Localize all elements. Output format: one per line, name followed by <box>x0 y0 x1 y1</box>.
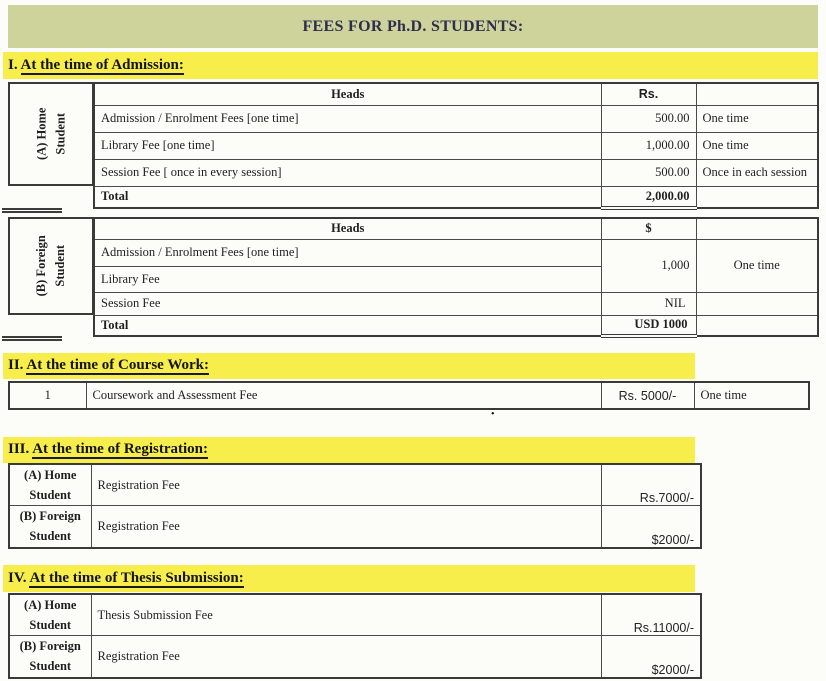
fee-amount-cell: Rs.11000/- <box>600 593 702 636</box>
fee-amount-cell: Rs. 5000/- <box>600 381 695 410</box>
group-label-line2: Student <box>53 245 67 287</box>
student-type-line2: Student <box>29 488 72 502</box>
student-type-line1: (B) Foreign <box>19 509 81 524</box>
total-amount-cell: 2,000.00 <box>600 185 697 210</box>
table-row: Heads Rs. <box>93 82 819 106</box>
fee-note-cell: One time <box>695 104 819 133</box>
table-row: (A) Home Student Registration Fee Rs.700… <box>8 463 702 506</box>
table-row: Library Fee [one time] 1,000.00 One time <box>93 131 819 160</box>
fee-head-cell: Admission / Enrolment Fees [one time] <box>93 104 602 133</box>
foreign-student-group-label: (B) Foreign Student <box>32 235 70 296</box>
fee-note-merged-cell: One time <box>695 238 819 293</box>
fee-head-cell: Registration Fee <box>90 635 602 678</box>
table-row: Total 2,000.00 <box>93 185 819 210</box>
foreign-student-group-cell: (B) Foreign Student <box>8 217 94 315</box>
fee-head-cell: Library Fee <box>93 265 602 293</box>
home-student-group-cell: (A) Home Student <box>8 82 94 186</box>
thesis-submission-fees-table: (A) Home Student Thesis Submission Fee R… <box>8 593 702 679</box>
empty-cell <box>695 217 819 240</box>
empty-cell <box>695 185 819 209</box>
fee-head-cell: Registration Fee <box>90 505 602 548</box>
home-student-fees-table: Heads Rs. Admission / Enrolment Fees [on… <box>93 82 819 210</box>
section-label: At the time of Registration: <box>32 441 208 459</box>
fee-amount-cell: 500.00 <box>600 158 697 187</box>
fee-head-cell: Thesis Submission Fee <box>90 593 602 636</box>
table-row: (A) Home Student Thesis Submission Fee R… <box>8 593 702 636</box>
table-row: Total USD 1000 <box>93 314 819 338</box>
document-title: FEES FOR Ph.D. STUDENTS: <box>8 5 818 48</box>
fee-head-cell: Coursework and Assessment Fee <box>85 381 602 410</box>
student-type-line1: (A) Home <box>24 598 77 612</box>
section-label: At the time of Course Work: <box>26 357 209 375</box>
student-type-cell: (B) Foreign Student <box>8 635 92 678</box>
section-label: At the time of Admission: <box>20 57 184 75</box>
empty-cell <box>695 314 819 337</box>
group-label-line1: (A) Home <box>34 107 49 161</box>
table-row: (B) Foreign Student Registration Fee $20… <box>8 505 702 548</box>
total-label-cell: Total <box>93 185 602 209</box>
table-row: Admission / Enrolment Fees [one time] 1,… <box>93 238 819 293</box>
currency-column-header: $ <box>600 217 697 240</box>
home-student-group-label: (A) Home Student <box>32 108 70 160</box>
student-type-cell: (A) Home Student <box>8 593 92 636</box>
heads-column-header: Heads <box>93 217 602 240</box>
fee-amount-merged-cell: 1,000 <box>600 238 697 293</box>
fee-amount-cell: 500.00 <box>600 104 697 133</box>
heads-column-header: Heads <box>93 82 602 106</box>
empty-cell <box>695 82 819 106</box>
fee-head-cell: Admission / Enrolment Fees [one time] <box>93 238 602 267</box>
registration-fees-table: (A) Home Student Registration Fee Rs.700… <box>8 463 702 549</box>
section-heading-admission: I. At the time of Admission: <box>3 52 818 79</box>
section-label: At the time of Thesis Submission: <box>29 570 244 588</box>
fee-note-cell: One time <box>695 131 819 160</box>
total-amount-cell: USD 1000 <box>600 314 697 338</box>
currency-column-header: Rs. <box>600 82 697 106</box>
student-type-cell: (B) Foreign Student <box>8 505 92 548</box>
student-type-line2: Student <box>29 529 72 544</box>
fee-amount-cell: $2000/- <box>600 505 702 548</box>
fee-note-cell: Once in each session <box>695 158 819 187</box>
table-row: Heads $ <box>93 217 819 240</box>
student-type-line2: Student <box>29 618 72 632</box>
fee-note-cell: One time <box>693 381 810 410</box>
table-row: Session Fee NIL <box>93 291 819 316</box>
section-number: II. <box>8 357 24 373</box>
fee-amount-cell: 1,000.00 <box>600 131 697 160</box>
student-type-line1: (A) Home <box>24 468 77 482</box>
course-work-fees-table: 1 Coursework and Assessment Fee Rs. 5000… <box>8 381 810 410</box>
section-number: III. <box>8 441 30 457</box>
group-label-line2: Student <box>52 113 67 155</box>
table-row: Admission / Enrolment Fees [one time] 50… <box>93 104 819 133</box>
total-label-cell: Total <box>93 314 602 337</box>
fee-amount-cell: Rs.7000/- <box>600 463 702 506</box>
group-label-line1: (B) Foreign <box>34 235 49 297</box>
foreign-student-fees-table: Heads $ Admission / Enrolment Fees [one … <box>93 217 819 338</box>
student-type-line1: (B) Foreign <box>19 639 81 654</box>
student-type-line2: Student <box>29 659 72 674</box>
fee-head-cell: Registration Fee <box>90 463 602 506</box>
double-rule-artifact <box>2 336 62 341</box>
fee-amount-cell: NIL <box>600 291 697 316</box>
empty-cell <box>695 291 819 316</box>
section-heading-thesis-submission: IV. At the time of Thesis Submission: <box>3 565 695 592</box>
table-row: (B) Foreign Student Registration Fee $20… <box>8 635 702 678</box>
section-heading-registration: III. At the time of Registration: <box>3 437 695 463</box>
fee-head-cell: Session Fee [ once in every session] <box>93 158 602 187</box>
fee-amount-cell: $2000/- <box>600 635 702 678</box>
section-number: I. <box>8 57 18 73</box>
double-rule-artifact <box>2 208 62 213</box>
table-row: Library Fee <box>93 265 818 293</box>
row-index-cell: 1 <box>8 381 87 410</box>
stray-dot-artifact: • <box>491 409 495 420</box>
fee-head-cell: Session Fee <box>93 291 602 316</box>
table-row: 1 Coursework and Assessment Fee Rs. 5000… <box>8 381 810 410</box>
student-type-cell: (A) Home Student <box>8 463 92 506</box>
table-row: Session Fee [ once in every session] 500… <box>93 158 819 187</box>
fee-head-cell: Library Fee [one time] <box>93 131 602 160</box>
section-number: IV. <box>8 570 27 586</box>
section-heading-course-work: II. At the time of Course Work: <box>3 353 695 379</box>
